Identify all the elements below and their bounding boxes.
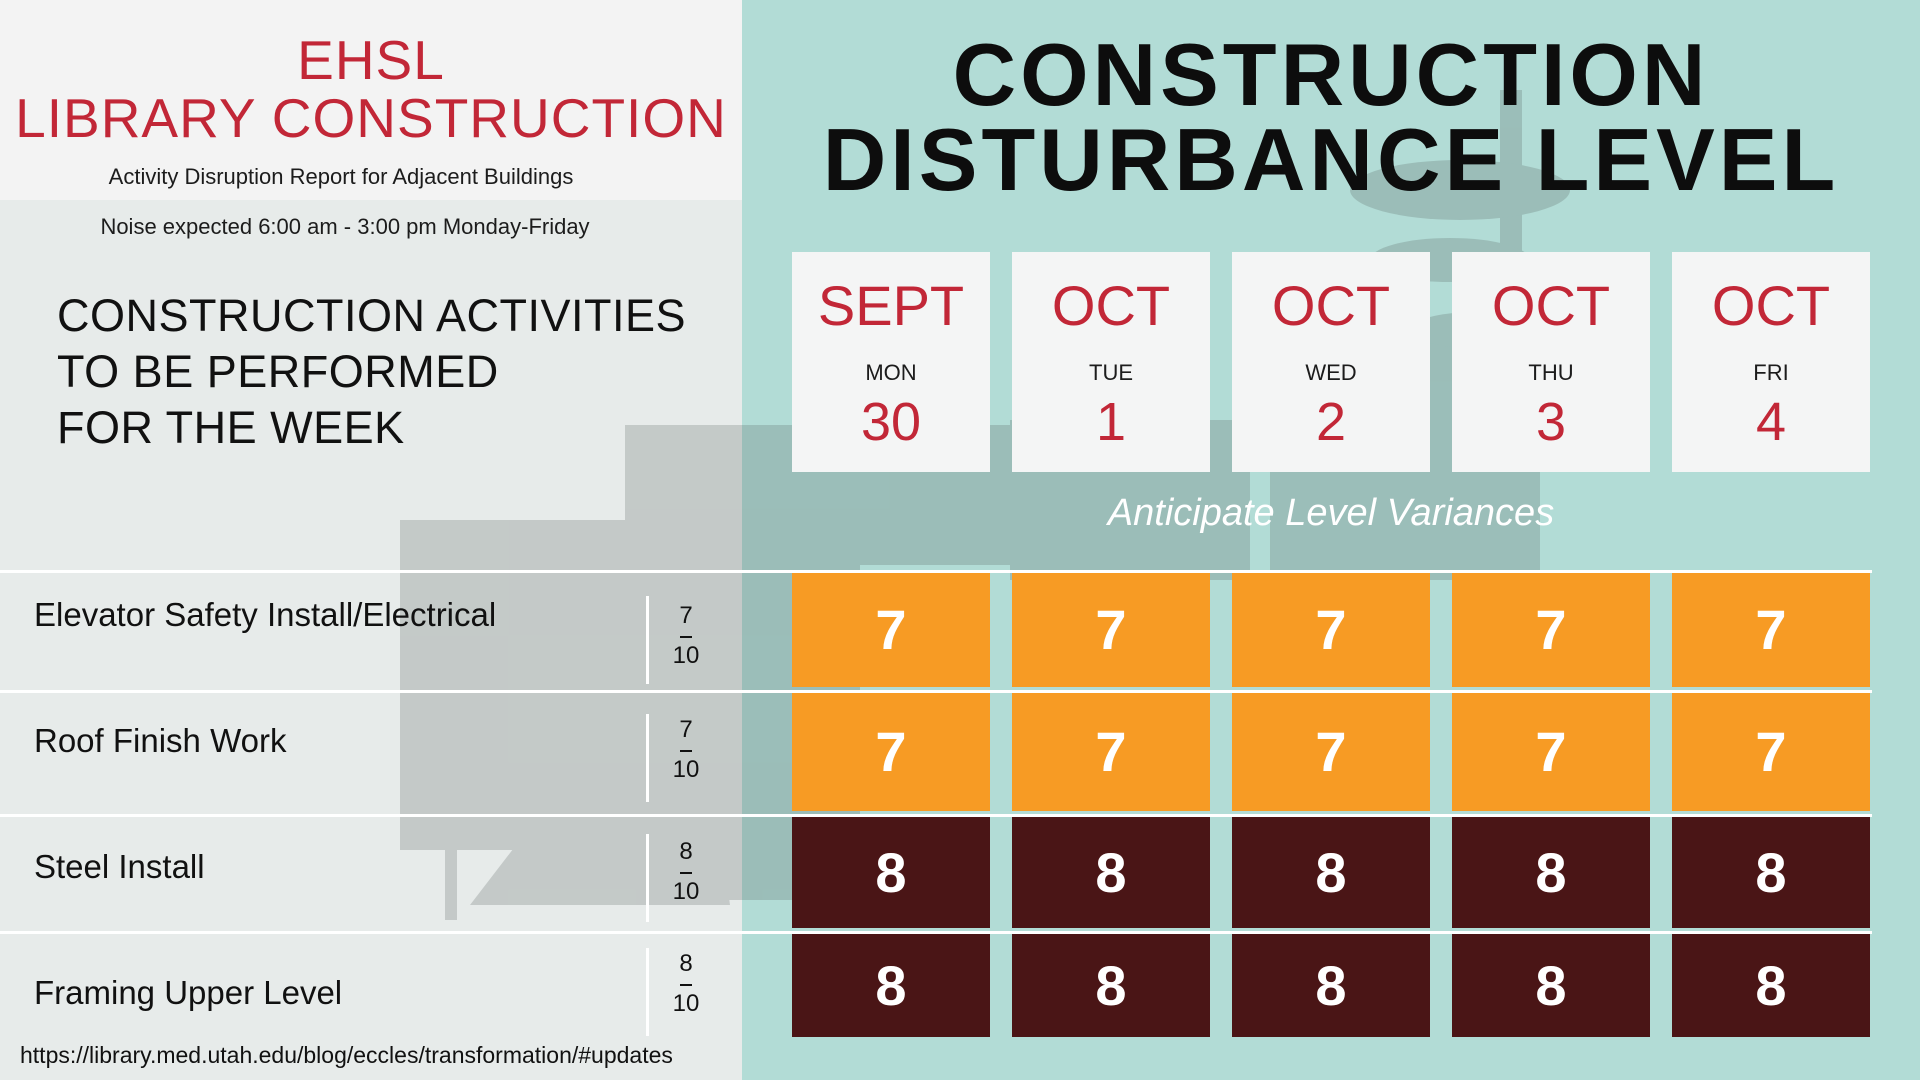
day-date: 1 xyxy=(1095,392,1127,452)
activities-heading-line3: FOR THE WEEK xyxy=(57,402,405,453)
activities-heading-line2: TO BE PERFORMED xyxy=(57,346,499,397)
day-card: OCT FRI 4 xyxy=(1672,252,1870,472)
noise-hours-note: Noise expected 6:00 am - 3:00 pm Monday-… xyxy=(100,214,590,239)
fraction-bar xyxy=(680,750,692,752)
activity-level-fraction: 7 10 xyxy=(660,604,712,668)
main-title-line2: DISTURBANCE LEVEL xyxy=(822,110,1840,209)
day-month: OCT xyxy=(1711,274,1831,337)
row-separator xyxy=(0,931,1872,934)
level-cell: 7 xyxy=(1452,693,1650,811)
main-title-line1: CONSTRUCTION xyxy=(952,25,1710,124)
header-title-line2: LIBRARY CONSTRUCTION xyxy=(15,87,727,149)
left-header-background xyxy=(0,0,742,200)
day-date: 3 xyxy=(1535,392,1567,452)
report-subtitle: Activity Disruption Report for Adjacent … xyxy=(108,164,574,189)
level-cell: 7 xyxy=(1672,573,1870,687)
day-card: SEPT MON 30 xyxy=(792,252,990,472)
level-max: 10 xyxy=(672,990,700,1017)
level-cell: 8 xyxy=(1012,934,1210,1037)
level-cell: 7 xyxy=(1012,573,1210,687)
row-separator xyxy=(0,814,1872,817)
day-month: OCT xyxy=(1271,274,1391,337)
level-cell: 7 xyxy=(1232,693,1430,811)
day-weekday: MON xyxy=(865,360,917,385)
level-cell: 8 xyxy=(792,934,990,1037)
row-divider xyxy=(646,714,649,802)
day-card: OCT THU 3 xyxy=(1452,252,1650,472)
level-value: 7 xyxy=(679,716,693,743)
level-cell: 7 xyxy=(1452,573,1650,687)
level-cell: 7 xyxy=(1232,573,1430,687)
activity-level-fraction: 8 10 xyxy=(660,952,712,1016)
row-divider xyxy=(646,834,649,922)
level-cell: 8 xyxy=(1232,817,1430,928)
level-cell: 8 xyxy=(1232,934,1430,1037)
level-cell: 7 xyxy=(792,573,990,687)
row-separator xyxy=(0,570,1872,573)
day-month: SEPT xyxy=(817,274,965,337)
day-date: 2 xyxy=(1315,392,1347,452)
level-cell: 8 xyxy=(1672,817,1870,928)
level-value: 8 xyxy=(679,838,693,865)
header-title-line1: EHSL xyxy=(297,29,445,91)
day-date: 30 xyxy=(860,392,922,452)
row-separator xyxy=(0,690,1872,693)
level-max: 10 xyxy=(672,878,700,905)
activity-level-fraction: 8 10 xyxy=(660,840,712,904)
day-weekday: THU xyxy=(1528,360,1574,385)
activity-label: Steel Install xyxy=(34,848,205,885)
level-cell: 7 xyxy=(1672,693,1870,811)
day-month: OCT xyxy=(1051,274,1171,337)
activity-level-fraction: 7 10 xyxy=(660,718,712,782)
level-value: 7 xyxy=(679,602,693,629)
day-date: 4 xyxy=(1755,392,1787,452)
day-weekday: FRI xyxy=(1753,360,1789,385)
level-cell: 7 xyxy=(1012,693,1210,811)
activities-heading-line1: CONSTRUCTION ACTIVITIES xyxy=(57,290,687,341)
day-weekday: TUE xyxy=(1089,360,1133,385)
updates-url[interactable]: https://library.med.utah.edu/blog/eccles… xyxy=(20,1042,673,1068)
level-cell: 8 xyxy=(1012,817,1210,928)
level-value: 8 xyxy=(679,950,693,977)
row-divider xyxy=(646,948,649,1036)
level-cell: 8 xyxy=(1452,934,1650,1037)
day-weekday: WED xyxy=(1305,360,1357,385)
fraction-bar xyxy=(680,872,692,874)
level-cell: 8 xyxy=(1672,934,1870,1037)
fraction-bar xyxy=(680,984,692,986)
activities-heading: CONSTRUCTION ACTIVITIES TO BE PERFORMED … xyxy=(57,288,697,456)
level-cell: 7 xyxy=(792,693,990,811)
activity-label: Roof Finish Work xyxy=(34,722,287,759)
level-max: 10 xyxy=(672,756,700,783)
day-card: OCT TUE 1 xyxy=(1012,252,1210,472)
day-card: OCT WED 2 xyxy=(1232,252,1430,472)
level-cell: 8 xyxy=(792,817,990,928)
level-cell: 8 xyxy=(1452,817,1650,928)
fraction-bar xyxy=(680,636,692,638)
variance-note: Anticipate Level Variances xyxy=(1107,492,1555,534)
day-month: OCT xyxy=(1491,274,1611,337)
activity-label: Elevator Safety Install/Electrical xyxy=(34,596,497,633)
level-max: 10 xyxy=(672,642,700,669)
row-divider xyxy=(646,596,649,684)
activity-label: Framing Upper Level xyxy=(34,974,343,1011)
